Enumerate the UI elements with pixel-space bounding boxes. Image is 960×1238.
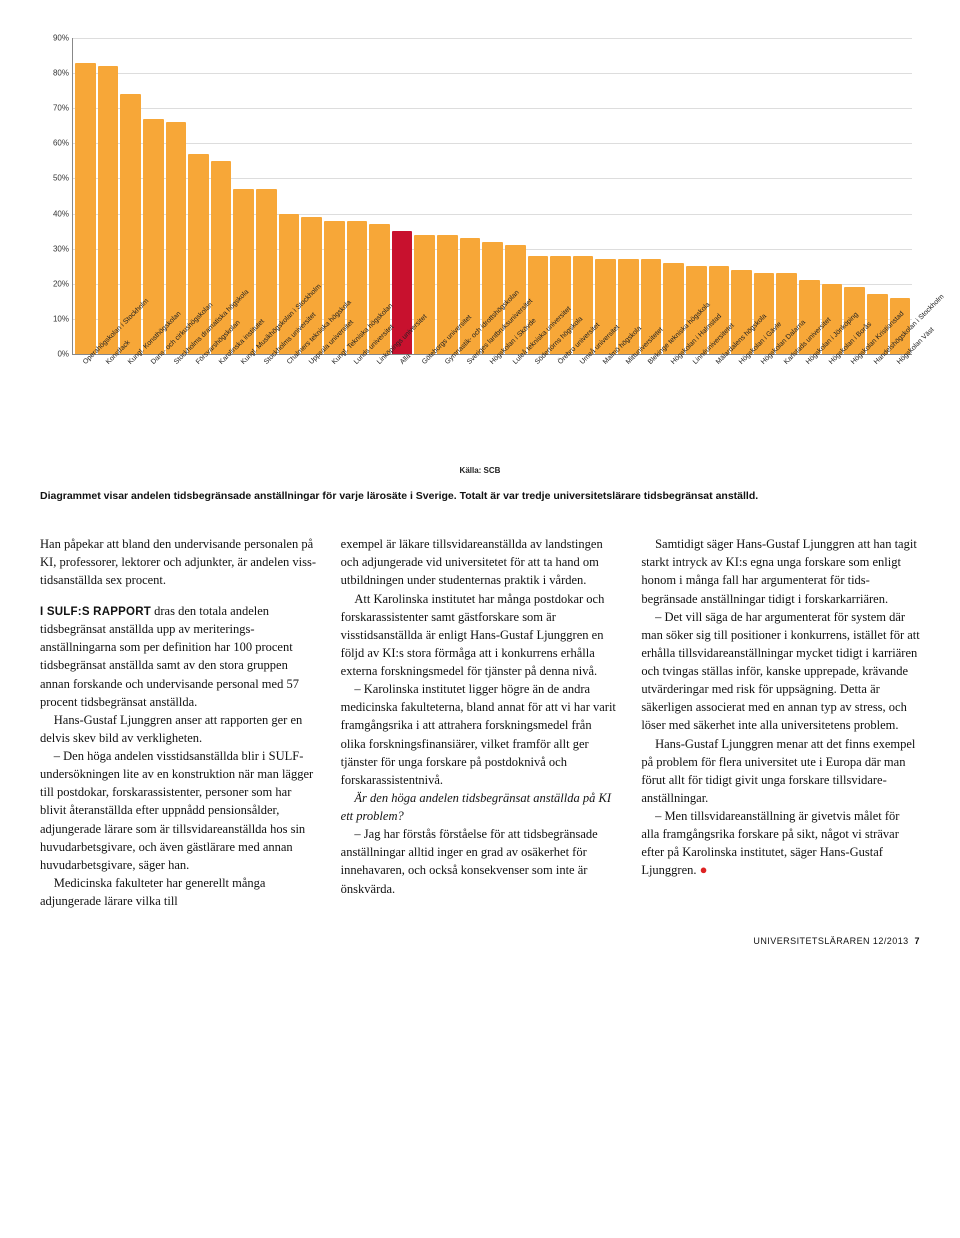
para: Han påpekar att bland den under­visande … — [40, 535, 319, 589]
bar — [75, 63, 96, 354]
para: – Den höga andelen visstidsanställda bli… — [40, 747, 319, 874]
para-last: – Men tillsvidareanställning är givet­vi… — [641, 807, 920, 880]
page-number: 7 — [915, 936, 920, 946]
article-body: Han påpekar att bland den under­visande … — [40, 535, 920, 910]
y-tick: 20% — [43, 279, 69, 288]
para: Samtidigt säger Hans-Gustaf Ljung­gren a… — [641, 535, 920, 608]
para: Hans-Gustaf Ljunggren menar att det finn… — [641, 735, 920, 808]
para: Hans-Gustaf Ljunggren anser att rap­port… — [40, 711, 319, 747]
page-footer: UNIVERSITETSLÄRAREN 12/2013 7 — [40, 936, 920, 946]
y-tick: 90% — [43, 34, 69, 43]
para: – Jag har förstås förståelse för att tid… — [341, 825, 620, 898]
para: Att Karolinska institutet har många post… — [341, 590, 620, 681]
chart-caption: Diagrammet visar andelen tidsbegränsade … — [40, 489, 920, 503]
lead-in: I SULF:S RAPPORT — [40, 606, 151, 618]
bar — [143, 119, 164, 354]
end-dot-icon: ● — [700, 862, 708, 877]
y-tick: 50% — [43, 174, 69, 183]
x-label: Alla — [399, 353, 412, 366]
chart-source: Källa: SCB — [40, 466, 920, 475]
bar — [98, 66, 119, 354]
y-tick: 80% — [43, 69, 69, 78]
bar — [414, 235, 435, 354]
y-tick: 10% — [43, 314, 69, 323]
y-tick: 40% — [43, 209, 69, 218]
para: I SULF:S RAPPORT dras den totala andelen… — [40, 602, 319, 711]
para: Medicinska fakulteter har generellt mång… — [40, 874, 319, 910]
para: exempel är läkare tillsvidareanställda a… — [341, 535, 620, 589]
y-tick: 30% — [43, 244, 69, 253]
y-tick: 60% — [43, 139, 69, 148]
subhead: Är den höga andelen tidsbegränsat anstäl… — [341, 789, 620, 825]
para: – Karolinska institutet ligger högre än … — [341, 680, 620, 789]
y-tick: 70% — [43, 104, 69, 113]
y-tick: 0% — [43, 350, 69, 359]
footer-label: UNIVERSITETSLÄRAREN 12/2013 — [753, 936, 908, 946]
para: – Det vill säga de har argumente­rat för… — [641, 608, 920, 735]
bar-chart: 0%10%20%30%40%50%60%70%80%90% Operahögsk… — [40, 30, 920, 460]
